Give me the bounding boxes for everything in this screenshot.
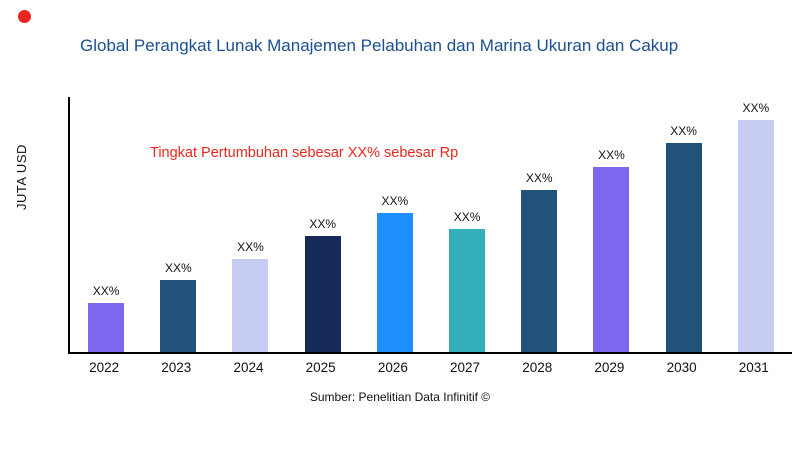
x-tick-label: 2030: [666, 360, 697, 375]
bar: [88, 303, 125, 352]
bar: [376, 212, 413, 352]
x-tick-label: 2031: [738, 360, 769, 375]
bar-group-2030: XX%: [648, 97, 720, 352]
bar-value-label: XX%: [237, 240, 264, 255]
x-tick-label: 2024: [233, 360, 264, 375]
bar-group-2022: XX%: [70, 97, 142, 352]
source-caption: Sumber: Penelitian Data Infinitif ©: [309, 390, 491, 404]
bar-group-2027: XX%: [431, 97, 503, 352]
bar: [665, 143, 702, 352]
growth-annotation: Tingkat Pertumbuhan sebesar XX% sebesar …: [150, 145, 459, 161]
brand-dot-icon: [18, 10, 31, 23]
chart-title: Global Perangkat Lunak Manajemen Pelabuh…: [80, 36, 679, 55]
x-tick-label: 2028: [522, 360, 553, 375]
x-tick-label: 2026: [377, 360, 408, 375]
bar-group-2023: XX%: [142, 97, 214, 352]
x-tick-label: 2022: [89, 360, 120, 375]
bar-value-label: XX%: [742, 101, 770, 116]
x-tick-label: 2027: [450, 360, 481, 375]
bar-value-label: XX%: [670, 124, 697, 139]
bar: [160, 280, 197, 352]
bar-group-2026: XX%: [359, 97, 431, 352]
bar: [232, 259, 269, 352]
bar-value-label: XX%: [453, 210, 481, 225]
x-tick-label: 2023: [161, 360, 192, 375]
bar-group-2031: XX%: [720, 97, 792, 352]
bar-group-2028: XX%: [503, 97, 575, 352]
bar-group-2029: XX%: [575, 97, 647, 352]
bar-value-label: XX%: [309, 217, 336, 232]
bar-group-2025: XX%: [287, 97, 359, 352]
x-axis-labels: 2022 2023 2024 2025 2026 2027 2028 2029 2030 2031: [68, 360, 790, 375]
bar: [449, 229, 486, 352]
bar-value-label: XX%: [525, 170, 553, 185]
x-tick-label: 2025: [305, 360, 336, 375]
bar-value-label: XX%: [164, 261, 192, 276]
bar-value-label: XX%: [381, 193, 409, 208]
x-tick-label: 2029: [594, 360, 625, 375]
bar: [304, 236, 341, 352]
bar-group-2024: XX%: [214, 97, 286, 352]
plot-area: XX% XX% XX% XX% XX% XX% XX% XX% XX% XX%: [68, 97, 792, 354]
bar: [737, 120, 774, 352]
bar-value-label: XX%: [598, 147, 625, 162]
bar-value-label: XX%: [92, 284, 120, 299]
y-axis-label: JUTA USD: [14, 144, 29, 210]
bar: [593, 166, 630, 352]
bars-container: XX% XX% XX% XX% XX% XX% XX% XX% XX% XX%: [70, 97, 792, 352]
bar: [521, 189, 558, 352]
